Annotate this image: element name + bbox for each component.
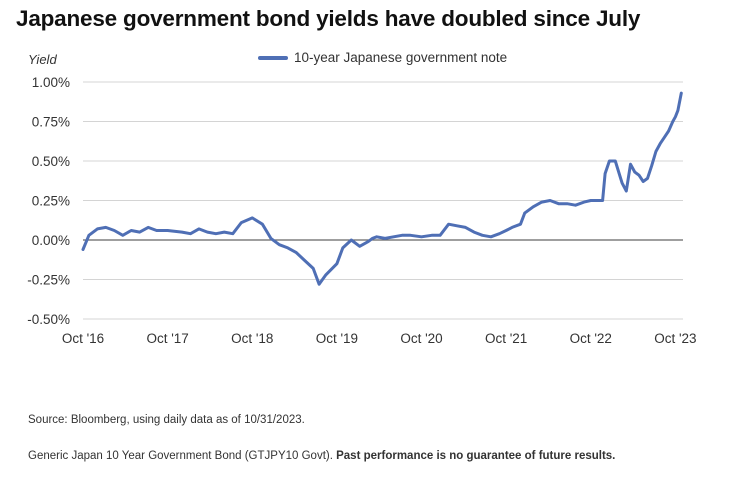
line-chart: 1.00% 0.75% 0.50% 0.25% 0.00% -0.25% -0.50% Oc… bbox=[27, 75, 697, 346]
y-axis-label: Yield bbox=[28, 52, 57, 67]
x-tick-label: Oct '19 bbox=[316, 331, 358, 346]
y-tick-label: -0.25% bbox=[27, 273, 70, 288]
y-tick-label: 0.00% bbox=[32, 233, 70, 248]
y-tick-labels: 1.00% 0.75% 0.50% 0.25% 0.00% -0.25% -0.50% bbox=[27, 75, 70, 327]
y-tick-label: 0.25% bbox=[32, 194, 70, 209]
x-tick-label: Oct '21 bbox=[485, 331, 527, 346]
footnote: Generic Japan 10 Year Government Bond (G… bbox=[28, 450, 615, 462]
series-group bbox=[81, 91, 683, 286]
series-line bbox=[81, 91, 683, 286]
y-tick-label: 1.00% bbox=[32, 75, 70, 90]
x-tick-label: Oct '23 bbox=[654, 331, 696, 346]
x-tick-label: Oct '20 bbox=[400, 331, 442, 346]
gridlines bbox=[83, 81, 683, 320]
source-note: Source: Bloomberg, using daily data as o… bbox=[28, 414, 305, 426]
footnote-text: Generic Japan 10 Year Government Bond (G… bbox=[28, 450, 337, 462]
legend: 10-year Japanese government note bbox=[258, 50, 507, 65]
x-tick-label: Oct '22 bbox=[570, 331, 612, 346]
x-tick-labels: Oct '16 Oct '17 Oct '18 Oct '19 Oct '20 Oct '… bbox=[62, 331, 697, 346]
x-tick-label: Oct '17 bbox=[146, 331, 188, 346]
x-tick-label: Oct '16 bbox=[62, 331, 104, 346]
legend-label: 10-year Japanese government note bbox=[294, 50, 508, 65]
y-tick-label: -0.50% bbox=[27, 312, 70, 327]
y-tick-label: 0.75% bbox=[32, 115, 70, 130]
y-tick-label: 0.50% bbox=[32, 154, 70, 169]
legend-swatch bbox=[258, 55, 288, 60]
footnote-disclaimer: Past performance is no guarantee of futu… bbox=[336, 450, 616, 462]
x-tick-label: Oct '18 bbox=[231, 331, 273, 346]
chart-title: Japanese government bond yields have dou… bbox=[16, 6, 641, 31]
